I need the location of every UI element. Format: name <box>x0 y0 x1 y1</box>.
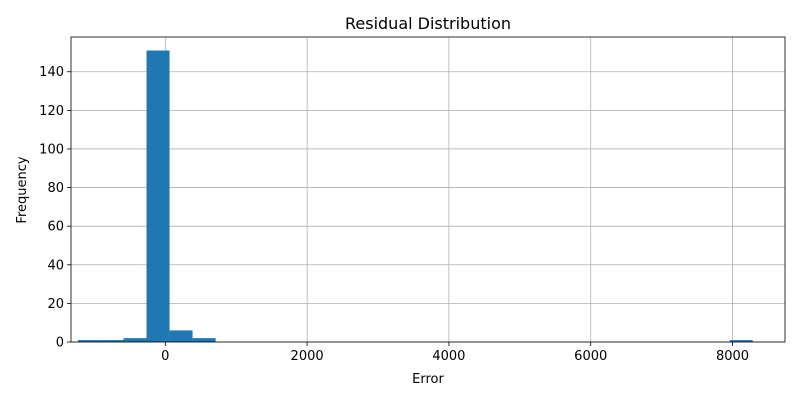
y-tick-label: 20 <box>47 297 64 312</box>
x-axis-ticks: 0 2000 4000 6000 8000 <box>161 342 749 364</box>
histogram-bar <box>729 340 753 342</box>
histogram-bar <box>192 338 216 342</box>
histogram-bar <box>169 330 193 342</box>
histogram-bar <box>123 338 147 342</box>
grid <box>71 37 785 343</box>
x-axis-label: Error <box>412 372 444 387</box>
x-tick-label: 6000 <box>574 349 607 364</box>
chart-title: Residual Distribution <box>345 14 511 33</box>
histogram-bar <box>100 340 124 342</box>
x-tick-label: 4000 <box>432 349 465 364</box>
y-tick-label: 100 <box>39 142 64 157</box>
y-axis-label: Frequency <box>15 156 30 223</box>
histogram-bar <box>78 340 101 342</box>
y-axis-ticks: 0 20 40 60 80 100 120 140 <box>39 65 71 351</box>
y-tick-label: 140 <box>39 65 64 80</box>
x-tick-label: 8000 <box>716 349 749 364</box>
histogram-bar <box>146 50 170 342</box>
y-tick-label: 40 <box>47 258 64 273</box>
y-tick-label: 120 <box>39 104 64 119</box>
y-tick-label: 0 <box>56 336 64 351</box>
y-tick-label: 80 <box>47 181 64 196</box>
y-tick-label: 60 <box>47 220 64 235</box>
plot-frame <box>70 36 786 343</box>
bars <box>78 50 753 342</box>
x-tick-label: 2000 <box>291 349 324 364</box>
x-tick-label: 0 <box>161 349 169 364</box>
